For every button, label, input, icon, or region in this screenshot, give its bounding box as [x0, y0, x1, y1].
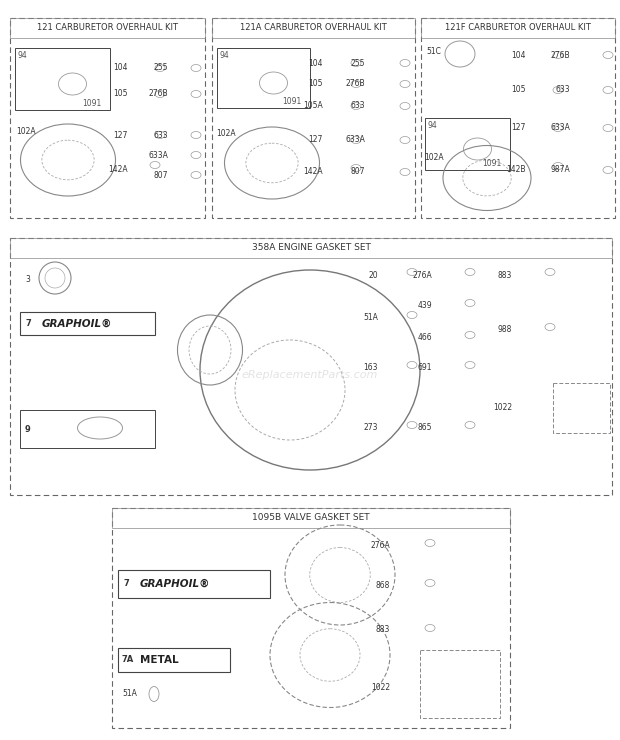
Text: 1091: 1091 [482, 158, 501, 167]
Text: 633: 633 [350, 101, 365, 110]
Text: 142A: 142A [303, 167, 323, 177]
Text: 94: 94 [18, 52, 28, 61]
Text: 105: 105 [309, 79, 323, 89]
Bar [20, 410, 155, 448]
Text: 104: 104 [309, 58, 323, 67]
Text: GRAPHOIL®: GRAPHOIL® [140, 579, 211, 589]
Text: 633A: 633A [345, 135, 365, 144]
Text: 1022: 1022 [371, 684, 390, 693]
Text: 105: 105 [113, 90, 128, 98]
Text: 883: 883 [498, 271, 512, 280]
Text: 439: 439 [417, 301, 432, 311]
Text: 633A: 633A [550, 124, 570, 132]
Bar [420, 650, 500, 718]
Bar [421, 18, 615, 38]
Text: 20: 20 [368, 271, 378, 280]
Bar [212, 18, 415, 218]
Text: 807: 807 [350, 167, 365, 177]
Text: 7: 7 [123, 579, 129, 588]
Text: 1095B VALVE GASKET SET: 1095B VALVE GASKET SET [252, 514, 370, 522]
Text: 988: 988 [498, 326, 512, 334]
Text: 104: 104 [113, 64, 128, 73]
Text: 142A: 142A [108, 166, 128, 175]
Text: 1091: 1091 [282, 96, 301, 106]
Text: 1022: 1022 [493, 403, 512, 412]
Bar [15, 48, 110, 110]
Bar [553, 383, 610, 433]
Text: 633: 633 [153, 130, 168, 140]
Text: 102A: 102A [424, 153, 444, 163]
Text: 121 CARBURETOR OVERHAUL KIT: 121 CARBURETOR OVERHAUL KIT [37, 24, 178, 33]
Text: 121F CARBURETOR OVERHAUL KIT: 121F CARBURETOR OVERHAUL KIT [445, 24, 591, 33]
Bar [10, 18, 205, 38]
Text: 273: 273 [363, 423, 378, 432]
Text: 276B: 276B [551, 50, 570, 59]
Text: 105A: 105A [303, 101, 323, 110]
Text: 633A: 633A [148, 150, 168, 160]
Text: GRAPHOIL®: GRAPHOIL® [42, 318, 112, 329]
Bar [112, 508, 510, 528]
Text: 104: 104 [512, 50, 526, 59]
Text: 868: 868 [376, 580, 390, 590]
Text: 276A: 276A [370, 540, 390, 550]
Text: 127: 127 [512, 124, 526, 132]
Text: 121A CARBURETOR OVERHAUL KIT: 121A CARBURETOR OVERHAUL KIT [240, 24, 387, 33]
Bar [421, 18, 615, 218]
Text: 807: 807 [154, 170, 168, 180]
Text: 1091: 1091 [82, 98, 101, 107]
Text: 987A: 987A [551, 166, 570, 175]
Text: 127: 127 [113, 130, 128, 140]
Text: 105: 105 [512, 86, 526, 95]
Bar [425, 118, 510, 170]
Text: 276B: 276B [345, 79, 365, 89]
Text: 102A: 102A [216, 130, 236, 138]
Text: 691: 691 [417, 363, 432, 372]
Text: 276B: 276B [148, 90, 168, 98]
Text: 102A: 102A [16, 127, 35, 136]
Text: 7A: 7A [122, 656, 135, 665]
Bar [10, 18, 205, 218]
Text: 255: 255 [154, 64, 168, 73]
Text: 883: 883 [376, 625, 390, 634]
Text: 94: 94 [428, 121, 438, 130]
Bar [20, 312, 155, 335]
Text: 633: 633 [556, 86, 570, 95]
Bar [10, 238, 612, 495]
Bar [118, 648, 230, 672]
Text: 3: 3 [25, 275, 30, 284]
Text: 9: 9 [25, 425, 31, 434]
Bar [112, 508, 510, 728]
Text: 865: 865 [417, 423, 432, 432]
Text: 7: 7 [25, 319, 31, 328]
Bar [217, 48, 310, 108]
Bar [118, 570, 270, 598]
Text: 51A: 51A [363, 314, 378, 323]
Text: METAL: METAL [140, 655, 179, 665]
Text: 276A: 276A [412, 271, 432, 280]
Bar [10, 238, 612, 258]
Text: 358A ENGINE GASKET SET: 358A ENGINE GASKET SET [252, 243, 370, 252]
Bar [212, 18, 415, 38]
Text: 163: 163 [363, 363, 378, 372]
Text: 51C: 51C [426, 47, 441, 56]
Text: 466: 466 [417, 334, 432, 343]
Text: 94: 94 [220, 52, 230, 61]
Text: 51A: 51A [122, 690, 137, 699]
Text: eReplacementParts.com: eReplacementParts.com [242, 370, 378, 380]
Text: 142B: 142B [507, 166, 526, 175]
Text: 127: 127 [309, 135, 323, 144]
Text: 255: 255 [350, 58, 365, 67]
